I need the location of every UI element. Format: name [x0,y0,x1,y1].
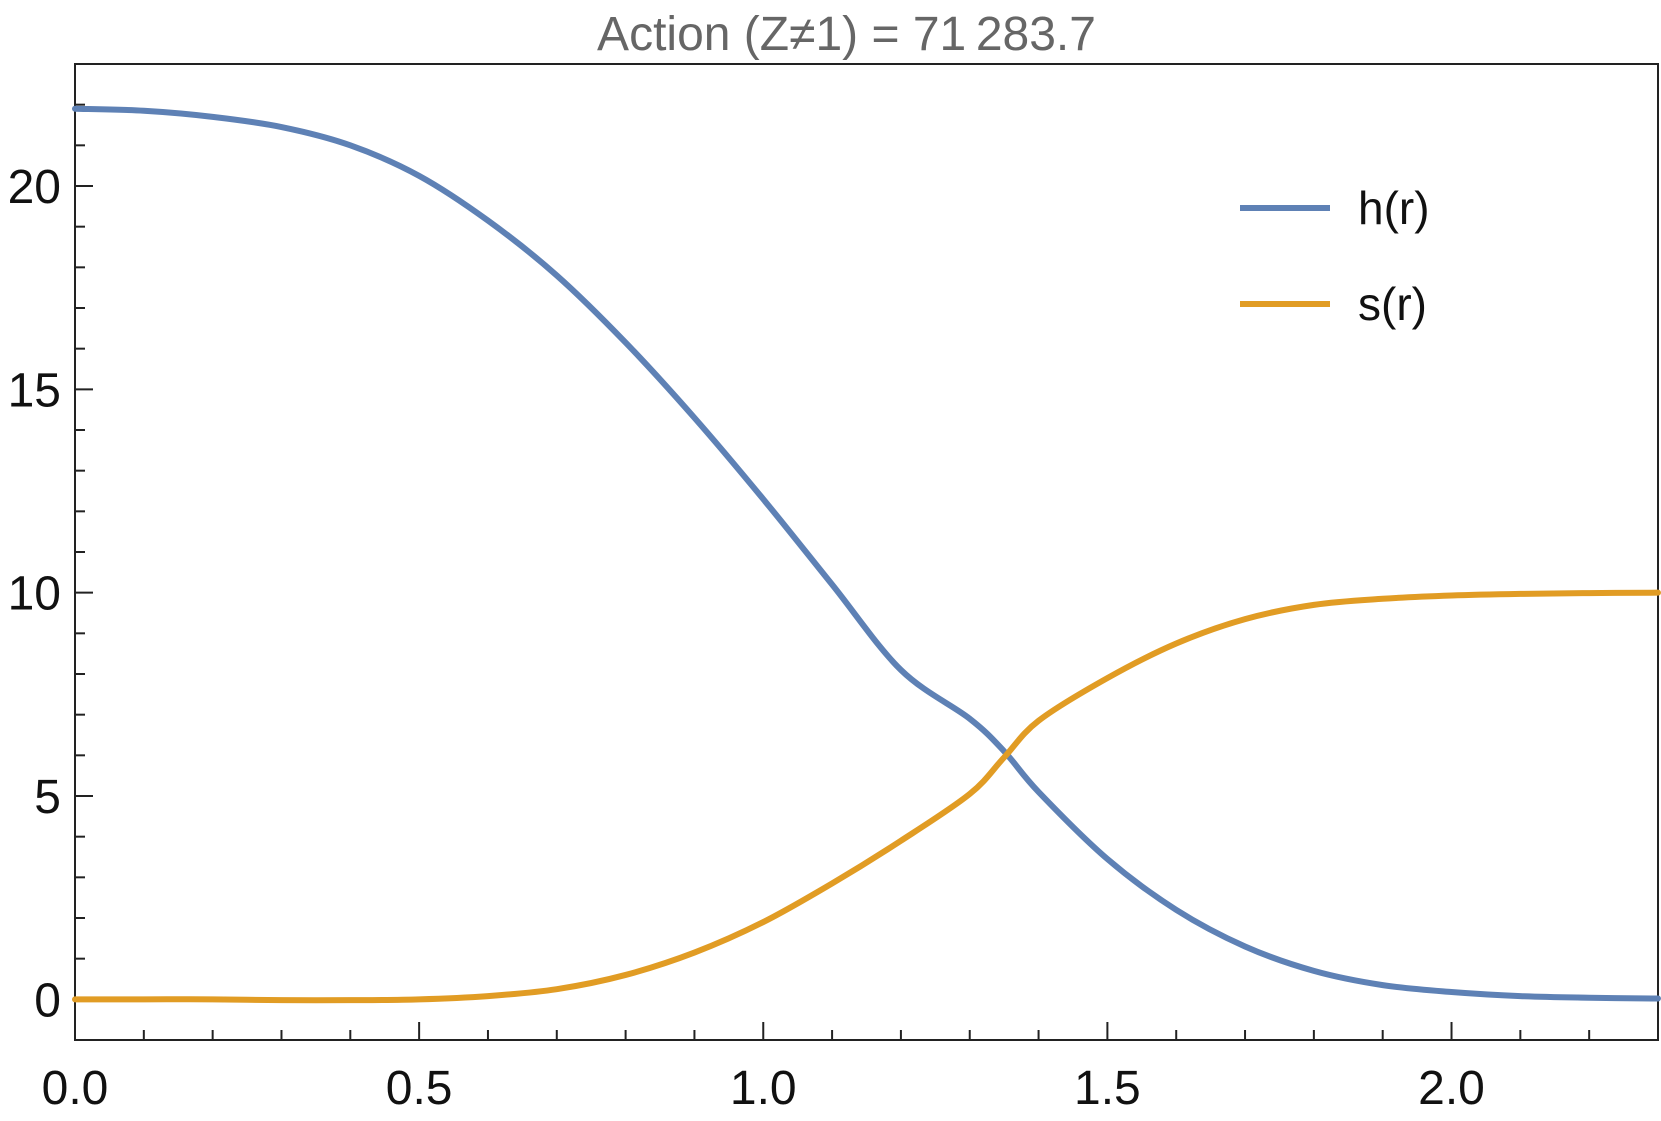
series-line-s [72,589,1661,1004]
x-tick-label: 0.5 [386,1062,453,1115]
x-tick-label: 0.0 [42,1062,109,1115]
legend-label: h(r) [1358,182,1430,234]
legend-label: s(r) [1358,278,1427,330]
chart-title: Action (Z≠1) = 71 283.7 [597,8,1096,61]
y-tick-label: 15 [8,364,61,417]
x-tick-label: 2.0 [1418,1062,1485,1115]
y-tick-label: 20 [8,161,61,214]
series-line-h [72,105,1661,1002]
x-tick-label: 1.0 [730,1062,797,1115]
x-tick-label: 1.5 [1074,1062,1141,1115]
y-tick-label: 5 [34,771,61,824]
y-tick-label: 10 [8,568,61,621]
legend: h(r) s(r) [1240,182,1430,330]
axis-ticks: 0.0 0.5 1.0 1.5 2.0 0 5 10 15 20 [8,63,1659,1115]
series-layer [72,105,1661,1004]
y-tick-label: 0 [34,974,61,1027]
